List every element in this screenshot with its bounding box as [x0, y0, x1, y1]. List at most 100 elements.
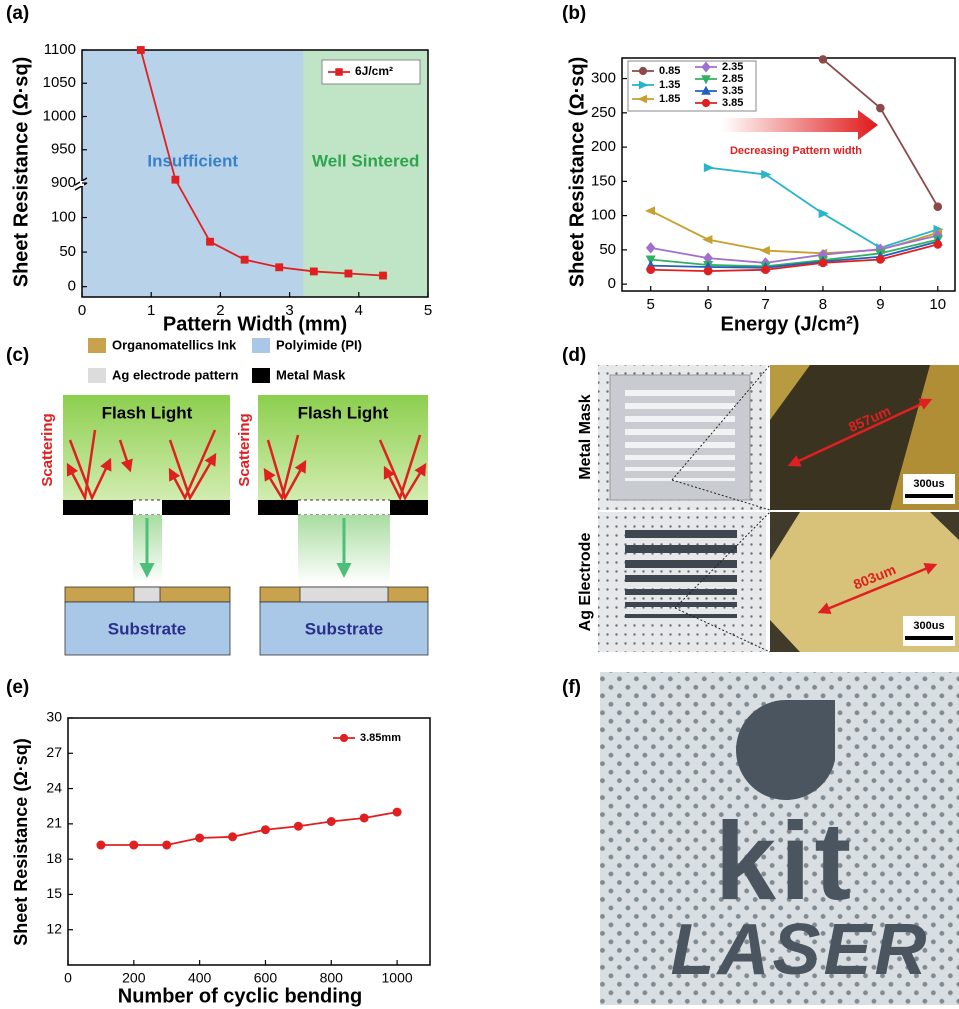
y-tick-label: 50 [599, 241, 616, 258]
y-axis-title: Sheet Resistance (Ω·sq) [11, 738, 31, 946]
photo-text: kit [715, 800, 855, 923]
x-axis-title: Number of cyclic bending [118, 985, 362, 1007]
y-tick-label: 1000 [43, 107, 76, 124]
data-point [327, 818, 335, 826]
data-point [137, 47, 144, 54]
legend-label: Organomatellics Ink [112, 337, 237, 352]
x-axis-title: Pattern Width (mm) [163, 313, 347, 335]
legend-marker [336, 69, 342, 75]
legend-marker [639, 67, 646, 74]
data-point [647, 266, 655, 274]
y-tick-label: 150 [591, 172, 616, 189]
figure: (a) (b) (c) (d) (e) (f) Sheet Resistance… [0, 0, 959, 1009]
data-point [97, 841, 105, 849]
panel-label: (c) [6, 345, 29, 366]
data-point [934, 203, 942, 211]
panel-label: (d) [562, 345, 586, 366]
x-tick-label: 600 [254, 970, 278, 986]
data-point [819, 56, 827, 64]
y-tick-label: 21 [46, 815, 62, 831]
legend-swatch [88, 368, 106, 383]
legend-label: 0.85 [659, 65, 680, 77]
data-point [877, 256, 885, 264]
x-tick-label: 8 [819, 296, 827, 313]
series-line [101, 812, 397, 845]
flash-label: Flash Light [298, 403, 389, 422]
legend-label: 2.85 [722, 73, 743, 85]
y-tick-label: 0 [608, 275, 616, 292]
legend-label: Polyimide (PI) [276, 337, 362, 352]
data-point [819, 259, 827, 267]
panel-label: (f) [562, 677, 581, 698]
y-tick-label: 250 [591, 104, 616, 121]
y-tick-label: 100 [591, 207, 616, 224]
diagram-c: Organomatellics Ink Polyimide (PI) Ag el… [39, 337, 428, 655]
legend-swatch [88, 338, 106, 353]
legend-label: 1.85 [659, 93, 680, 105]
region-label: Insufficient [147, 151, 238, 170]
data-point [380, 272, 387, 279]
substrate-label: Substrate [108, 619, 186, 638]
y-tick-label: 27 [46, 744, 62, 760]
x-tick-label: 9 [876, 296, 884, 313]
y-tick-label: 950 [51, 141, 76, 158]
panel-label: (b) [562, 3, 586, 24]
y-tick-label: 12 [46, 920, 62, 936]
data-point [704, 267, 712, 275]
legend-label: Metal Mask [276, 367, 346, 382]
data-point [360, 814, 368, 822]
data-point [241, 256, 248, 263]
x-tick-label: 5 [424, 302, 432, 319]
annotation: Decreasing Pattern width [730, 145, 862, 157]
x-axis-title: Energy (J/cm²) [721, 313, 860, 335]
legend-swatch [252, 368, 270, 383]
substrate-label: Substrate [305, 619, 383, 638]
panel-label: (e) [6, 677, 29, 698]
data-point [294, 822, 302, 830]
legend-marker [340, 734, 347, 741]
y-tick-label: 900 [51, 174, 76, 191]
data-point [310, 268, 317, 275]
y-tick-label: 0 [68, 278, 76, 295]
data-point [393, 808, 401, 816]
legend-label: 1.35 [659, 79, 680, 91]
data-point [172, 176, 179, 183]
photo-f: kit LASER [600, 672, 959, 1005]
x-tick-label: 1 [147, 302, 155, 319]
panel-label: (a) [6, 3, 29, 24]
data-point [276, 264, 283, 271]
x-tick-label: 0 [64, 970, 72, 986]
data-point [207, 238, 214, 245]
scale-bar-label: 300us [913, 620, 944, 632]
scattering-label: Scattering [39, 413, 56, 486]
scale-bar-label: 300us [913, 478, 944, 490]
y-tick-label: 18 [46, 850, 62, 866]
region [82, 50, 303, 297]
x-tick-label: 400 [188, 970, 212, 986]
legend-label: 3.85mm [360, 732, 401, 744]
y-axis-title: Sheet Resistance (Ω·sq) [10, 57, 32, 288]
y-tick-label: 200 [591, 138, 616, 155]
row-label: Ag Electrode [577, 533, 594, 632]
y-tick-label: 1050 [43, 74, 76, 91]
y-tick-label: 1100 [44, 41, 76, 58]
plot-frame [68, 718, 430, 965]
legend-marker [702, 99, 709, 106]
legend-swatch [252, 338, 270, 353]
flash-label: Flash Light [102, 403, 193, 422]
x-tick-label: 4 [355, 302, 363, 319]
x-tick-label: 1000 [382, 970, 413, 986]
y-tick-label: 15 [46, 885, 62, 901]
y-axis-title: Sheet Resistance (Ω·sq) [566, 57, 588, 288]
legend-label: 3.35 [722, 85, 743, 97]
x-tick-label: 200 [122, 970, 146, 986]
x-tick-label: 0 [78, 302, 86, 319]
data-point [261, 826, 269, 834]
x-tick-label: 10 [929, 296, 946, 313]
x-tick-label: 800 [320, 970, 344, 986]
photo-text: LASER [670, 910, 929, 990]
y-tick-label: 24 [46, 779, 62, 795]
x-tick-label: 6 [704, 296, 712, 313]
x-tick-label: 2 [216, 302, 224, 319]
x-tick-label: 3 [285, 302, 293, 319]
